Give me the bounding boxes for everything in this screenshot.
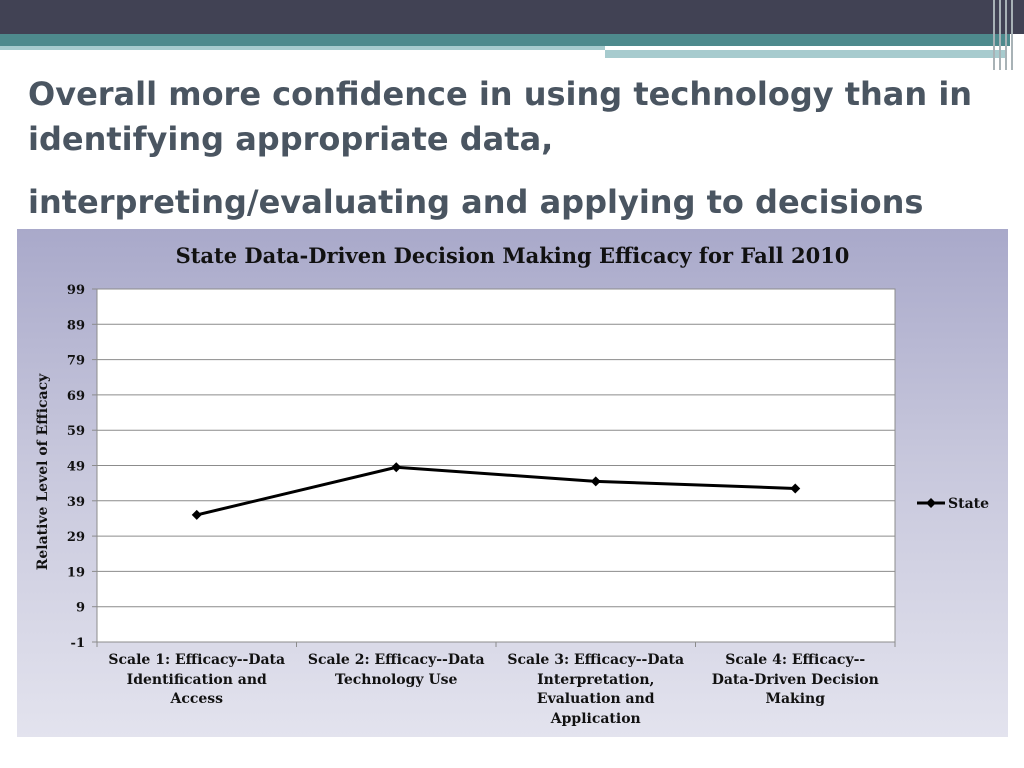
y-tick-label: 9 [76, 601, 85, 616]
y-tick-label: 69 [67, 389, 85, 404]
y-tick-label: -1 [71, 636, 85, 651]
teal-band [0, 34, 1010, 46]
y-tick-label: 99 [67, 283, 85, 298]
decorative-lines [985, 0, 1024, 70]
legend-marker [926, 498, 936, 508]
y-tick-label: 59 [67, 424, 85, 439]
x-tick-label: Scale 3: Efficacy--Data Interpretation, Ev… [496, 651, 696, 729]
x-tick-label: Scale 2: Efficacy--Data Technology Use [296, 651, 496, 690]
x-tick-label-line: Scale 4: Efficacy-- [725, 652, 866, 668]
y-tick-label: 29 [67, 530, 85, 545]
y-tick-label: 39 [67, 495, 85, 510]
slide-title: Overall more confidence in using technol… [28, 75, 973, 158]
line-chart: -1 9 19 29 39 49 59 69 79 89 99 State [67, 283, 989, 651]
data-point [391, 462, 402, 473]
data-point [590, 476, 601, 487]
legend-label: State [948, 496, 989, 512]
x-tick-label-line: Scale 3: Efficacy--Data [507, 652, 685, 668]
x-tick-label-line: Technology Use [335, 671, 458, 688]
teal-accent-right [605, 50, 1005, 58]
top-bar [0, 0, 1024, 34]
chart-title: State Data-Driven Decision Making Effica… [175, 243, 850, 268]
x-tick-label-line: Making [765, 691, 826, 707]
y-tick-label: 89 [67, 318, 85, 333]
x-tick-label-line: Application [550, 710, 641, 727]
x-tick-label: Scale 4: Efficacy-- Data-Driven Decision M… [695, 651, 895, 710]
slide-title-continued: interpreting/evaluating and applying to … [28, 183, 924, 221]
x-tick-label-line: Data-Driven Decision [711, 671, 879, 688]
data-point [191, 509, 202, 520]
x-tick-label-line: Access [170, 691, 224, 707]
x-tick-label-line: Interpretation, [537, 671, 655, 688]
x-tick-label-line: Scale 1: Efficacy--Data [108, 652, 286, 668]
teal-accent-left [0, 46, 605, 50]
series-line-state [196, 465, 796, 517]
x-tick-label-line: Scale 2: Efficacy--Data [307, 652, 485, 668]
chart-panel: State Data-Driven Decision Making Effica… [17, 229, 1008, 737]
x-tick-label: Scale 1: Efficacy--Data Identification an… [97, 651, 297, 710]
y-tick-label: 19 [67, 565, 85, 580]
data-point [790, 483, 801, 494]
x-tick-label-line: Evaluation and [536, 691, 655, 707]
y-tick-label: 79 [67, 354, 85, 369]
x-tick-label-line: Identification and [126, 671, 267, 688]
y-tick-label: 49 [67, 460, 85, 475]
